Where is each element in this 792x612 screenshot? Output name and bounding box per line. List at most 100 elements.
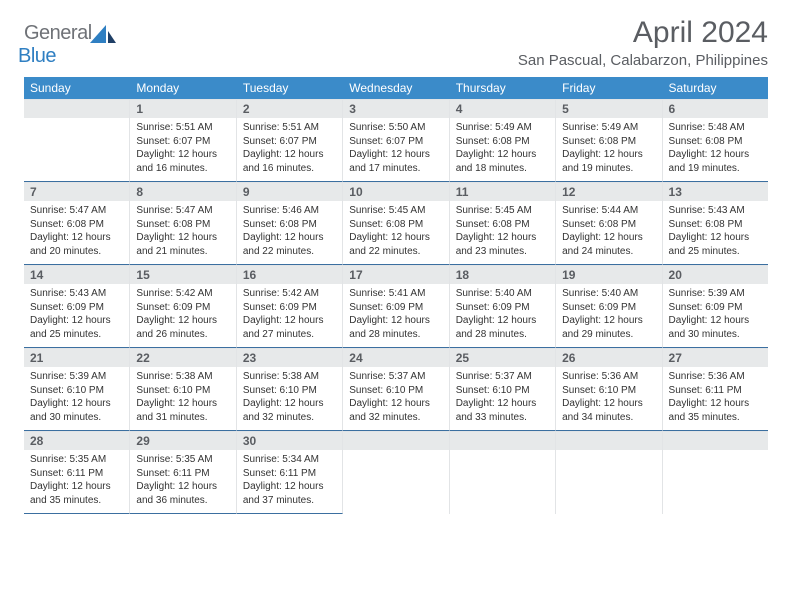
day-number: 27 [663, 349, 768, 367]
day-number: 2 [237, 100, 342, 118]
day-number [24, 100, 129, 118]
sunrise-line: Sunrise: 5:41 AM [349, 287, 442, 301]
week-row: 28Sunrise: 5:35 AMSunset: 6:11 PMDayligh… [24, 431, 768, 514]
day-details: Sunrise: 5:34 AMSunset: 6:11 PMDaylight:… [237, 450, 342, 513]
weekday-header: Monday [130, 77, 236, 99]
day-cell: 8Sunrise: 5:47 AMSunset: 6:08 PMDaylight… [130, 183, 236, 265]
day-number: 22 [130, 349, 235, 367]
daylight-line: Daylight: 12 hours and 16 minutes. [136, 148, 229, 175]
day-cell: 26Sunrise: 5:36 AMSunset: 6:10 PMDayligh… [556, 349, 662, 431]
day-cell: 10Sunrise: 5:45 AMSunset: 6:08 PMDayligh… [343, 183, 449, 265]
day-cell: 16Sunrise: 5:42 AMSunset: 6:09 PMDayligh… [237, 266, 343, 348]
day-number: 15 [130, 266, 235, 284]
day-cell: 12 Sunrise: 5:44 AMSunset: 6:08 PMDayligh… [556, 183, 662, 265]
daylight-line: Daylight: 12 hours and 34 minutes. [562, 397, 655, 424]
day-details: Sunrise: 5:51 AMSunset: 6:07 PMDaylight:… [237, 118, 342, 181]
daylight-line: Daylight: 12 hours and 23 minutes. [456, 231, 549, 258]
day-details: Sunrise: 5:47 AMSunset: 6:08 PMDaylight:… [130, 201, 235, 264]
day-details [663, 450, 768, 508]
sunrise-line: Sunrise: 5:39 AM [30, 370, 123, 384]
day-details: Sunrise: 5:38 AMSunset: 6:10 PMDaylight:… [130, 367, 235, 430]
day-details: Sunrise: 5:37 AMSunset: 6:10 PMDaylight:… [450, 367, 555, 430]
day-details: Sunrise: 5:48 AMSunset: 6:08 PMDaylight:… [663, 118, 768, 181]
title-block: April 2024 San Pascual, Calabarzon, Phil… [518, 16, 768, 69]
weekday-header: Thursday [450, 77, 556, 99]
day-cell: 19Sunrise: 5:40 AMSunset: 6:09 PMDayligh… [556, 266, 662, 348]
daylight-line: Daylight: 12 hours and 36 minutes. [136, 480, 229, 507]
day-details: Sunrise: 5:36 AMSunset: 6:10 PMDaylight:… [556, 367, 661, 430]
day-number: 12 [556, 183, 661, 201]
logo-sail-icon [90, 25, 116, 45]
sunrise-line: Sunrise: 5:35 AM [30, 453, 123, 467]
day-cell: 17Sunrise: 5:41 AMSunset: 6:09 PMDayligh… [343, 266, 449, 348]
day-number [663, 432, 768, 450]
sunset-line: Sunset: 6:09 PM [243, 301, 336, 315]
sunset-line: Sunset: 6:11 PM [136, 467, 229, 481]
sunrise-line: Sunrise: 5:48 AM [669, 121, 762, 135]
sunrise-line: Sunrise: 5:50 AM [349, 121, 442, 135]
day-details: Sunrise: 5:43 AMSunset: 6:08 PMDaylight:… [663, 201, 768, 264]
logo-word-1: General [24, 22, 92, 45]
day-number: 16 [237, 266, 342, 284]
day-number: 25 [450, 349, 555, 367]
day-details: Sunrise: 5:37 AMSunset: 6:10 PMDaylight:… [343, 367, 448, 430]
sunset-line: Sunset: 6:08 PM [562, 218, 655, 232]
location-subtitle: San Pascual, Calabarzon, Philippines [518, 52, 768, 69]
day-details: Sunrise: 5:49 AMSunset: 6:08 PMDaylight:… [450, 118, 555, 181]
day-cell: 18Sunrise: 5:40 AMSunset: 6:09 PMDayligh… [450, 266, 556, 348]
day-number: 9 [237, 183, 342, 201]
day-number: 11 [450, 183, 555, 201]
sunrise-line: Sunrise: 5:44 AM [562, 204, 655, 218]
daylight-line: Daylight: 12 hours and 17 minutes. [349, 148, 442, 175]
day-number: 19 [556, 266, 661, 284]
day-details: Sunrise: 5:42 AMSunset: 6:09 PMDaylight:… [130, 284, 235, 347]
daylight-line: Daylight: 12 hours and 30 minutes. [30, 397, 123, 424]
sunrise-line: Sunrise: 5:34 AM [243, 453, 336, 467]
week-row: 1Sunrise: 5:51 AMSunset: 6:07 PMDaylight… [24, 99, 768, 182]
day-cell: 4Sunrise: 5:49 AMSunset: 6:08 PMDaylight… [450, 100, 556, 182]
day-number: 10 [343, 183, 448, 201]
daylight-line: Daylight: 12 hours and 31 minutes. [136, 397, 229, 424]
day-cell: 11Sunrise: 5:45 AMSunset: 6:08 PMDayligh… [450, 183, 556, 265]
daylight-line: Daylight: 12 hours and 25 minutes. [30, 314, 123, 341]
daylight-line: Daylight: 12 hours and 33 minutes. [456, 397, 549, 424]
day-number: 21 [24, 349, 129, 367]
day-number: 30 [237, 432, 342, 450]
daylight-line: Daylight: 12 hours and 22 minutes. [349, 231, 442, 258]
day-number: 18 [450, 266, 555, 284]
day-number: 3 [343, 100, 448, 118]
sunset-line: Sunset: 6:11 PM [669, 384, 762, 398]
sunset-line: Sunset: 6:10 PM [562, 384, 655, 398]
day-number: 20 [663, 266, 768, 284]
weekday-header: Friday [556, 77, 662, 99]
sunrise-line: Sunrise: 5:42 AM [243, 287, 336, 301]
day-number: 6 [663, 100, 768, 118]
day-cell: 25Sunrise: 5:37 AMSunset: 6:10 PMDayligh… [450, 349, 556, 431]
day-details: Sunrise: 5:46 AMSunset: 6:08 PMDaylight:… [237, 201, 342, 264]
sunset-line: Sunset: 6:11 PM [243, 467, 336, 481]
day-cell [663, 432, 768, 514]
daylight-line: Daylight: 12 hours and 24 minutes. [562, 231, 655, 258]
day-cell: 28Sunrise: 5:35 AMSunset: 6:11 PMDayligh… [24, 432, 130, 514]
day-number: 24 [343, 349, 448, 367]
day-details: Sunrise: 5:50 AMSunset: 6:07 PMDaylight:… [343, 118, 448, 181]
day-cell: 13Sunrise: 5:43 AMSunset: 6:08 PMDayligh… [663, 183, 768, 265]
day-cell: 9Sunrise: 5:46 AMSunset: 6:08 PMDaylight… [237, 183, 343, 265]
sunrise-line: Sunrise: 5:47 AM [30, 204, 123, 218]
day-number: 23 [237, 349, 342, 367]
day-cell [450, 432, 556, 514]
day-details: Sunrise: 5:45 AMSunset: 6:08 PMDaylight:… [343, 201, 448, 264]
sunset-line: Sunset: 6:10 PM [136, 384, 229, 398]
daylight-line: Daylight: 12 hours and 29 minutes. [562, 314, 655, 341]
daylight-line: Daylight: 12 hours and 35 minutes. [30, 480, 123, 507]
sunrise-line: Sunrise: 5:40 AM [562, 287, 655, 301]
day-cell: 22Sunrise: 5:38 AMSunset: 6:10 PMDayligh… [130, 349, 236, 431]
day-number: 13 [663, 183, 768, 201]
day-number: 8 [130, 183, 235, 201]
day-details: Sunrise: 5:36 AMSunset: 6:11 PMDaylight:… [663, 367, 768, 430]
day-number: 5 [556, 100, 661, 118]
daylight-line: Daylight: 12 hours and 28 minutes. [456, 314, 549, 341]
day-details: Sunrise: 5:42 AMSunset: 6:09 PMDaylight:… [237, 284, 342, 347]
daylight-line: Daylight: 12 hours and 25 minutes. [669, 231, 762, 258]
week-row: 7Sunrise: 5:47 AMSunset: 6:08 PMDaylight… [24, 182, 768, 265]
